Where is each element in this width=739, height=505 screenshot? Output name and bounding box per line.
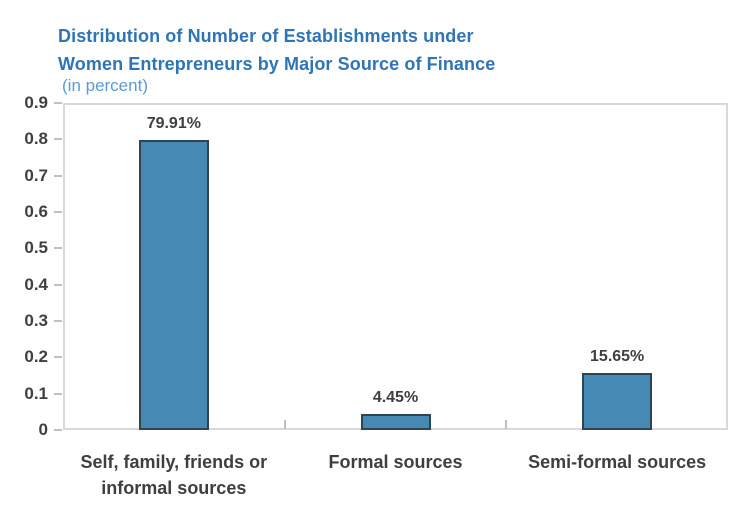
y-axis-tick-label: 0.9: [24, 93, 48, 112]
chart-title-line-2: Women Entrepreneurs by Major Source of F…: [58, 54, 496, 74]
y-axis-tick-label: 0.2: [24, 347, 48, 367]
bar: [138, 139, 209, 430]
chart-title: Distribution of Number of Establishments…: [58, 22, 495, 78]
y-axis-tick-label: 0.3: [24, 311, 48, 330]
bar-value-label: 15.65%: [590, 348, 645, 366]
y-axis-tick: [54, 247, 62, 250]
x-axis-category-label: Semi-formal sources: [528, 452, 707, 472]
chart-title-line-1: Distribution of Number of Establishments…: [58, 26, 474, 46]
x-axis-category-label: Self, family, friends or informal source…: [80, 452, 268, 498]
y-axis-tick-label: 0.7: [24, 165, 48, 185]
y-axis-tick-label: 0.8: [24, 129, 48, 149]
y-axis-tick: [54, 320, 62, 322]
bar: [582, 373, 653, 430]
y-axis-tick: [54, 356, 62, 359]
chart-subtitle: (in percent): [62, 76, 148, 95]
x-axis-category-label: Formal sources: [328, 452, 463, 472]
bar: [360, 413, 431, 430]
y-axis-tick: [54, 429, 62, 431]
y-axis-tick-label: 0.1: [24, 383, 48, 403]
y-axis-tick: [54, 211, 62, 213]
bar-value-label: 79.91%: [146, 114, 201, 132]
y-axis-tick-label: 0.4: [24, 274, 48, 294]
y-axis-tick-label: 0: [38, 420, 48, 439]
y-axis-tick-label: 0.6: [24, 202, 48, 221]
bar-value-label: 4.45%: [372, 388, 419, 406]
y-axis-tick-label: 0.5: [24, 238, 48, 258]
y-axis-tick: [54, 102, 62, 104]
y-axis-tick: [54, 283, 62, 286]
y-axis-tick: [54, 392, 62, 395]
y-axis-tick: [54, 174, 62, 177]
y-axis-tick: [54, 138, 62, 141]
x-axis-separator-tick: [505, 420, 508, 429]
x-axis-separator-tick: [283, 420, 286, 429]
